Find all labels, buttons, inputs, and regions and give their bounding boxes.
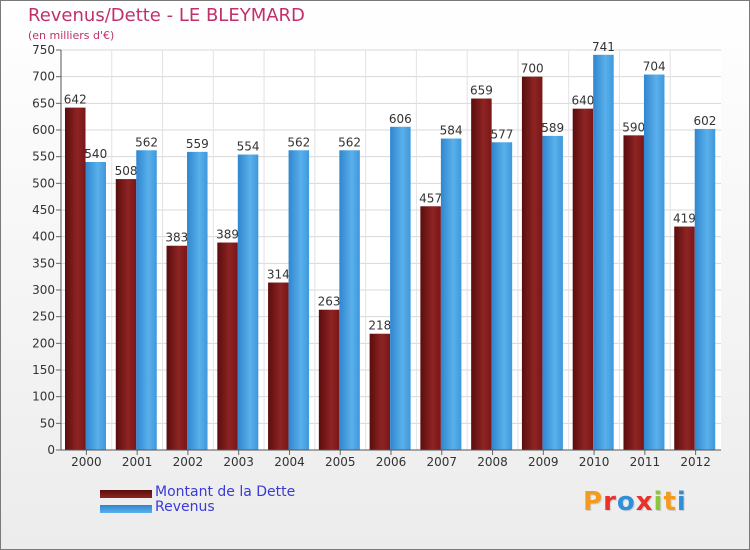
- y-tick-label: 650: [32, 96, 55, 110]
- y-tick-label: 300: [32, 283, 55, 297]
- x-tick-label: 2004: [274, 455, 305, 469]
- legend-label-revenus: Revenus: [155, 499, 215, 515]
- y-tick-label: 750: [32, 43, 55, 57]
- legend-label-dette: Montant de la Dette: [155, 484, 296, 500]
- chart-subtitle: (en milliers d'€): [28, 29, 115, 42]
- bar-dette: [572, 108, 594, 451]
- y-tick-label: 50: [40, 416, 55, 430]
- y-tick-label: 400: [32, 230, 55, 244]
- bar-dette: [471, 98, 492, 451]
- bar-dette: [166, 245, 188, 450]
- data-label-dette: 419: [673, 212, 696, 226]
- y-tick-label: 350: [32, 256, 55, 270]
- y-tick-label: 0: [47, 443, 55, 457]
- legend-swatch-dette: [100, 490, 152, 498]
- data-label-revenus: 562: [338, 135, 361, 149]
- y-tick-label: 600: [32, 123, 55, 137]
- data-label-revenus: 562: [135, 135, 158, 149]
- proxiti-logo: Proxiti: [583, 487, 687, 517]
- bar-revenus: [288, 150, 310, 450]
- y-tick-label: 150: [32, 363, 55, 377]
- data-label-revenus: 577: [490, 127, 513, 141]
- data-label-revenus: 602: [694, 114, 717, 128]
- data-label-revenus: 540: [84, 147, 107, 161]
- x-tick-label: 2003: [223, 455, 254, 469]
- data-label-dette: 457: [419, 191, 442, 205]
- bar-revenus: [339, 150, 360, 450]
- x-tick-label: 2008: [477, 455, 508, 469]
- y-tick-label: 500: [32, 176, 55, 190]
- bar-dette: [521, 76, 543, 451]
- data-label-revenus: 584: [440, 124, 463, 138]
- data-label-revenus: 606: [389, 112, 412, 126]
- data-label-dette: 314: [267, 268, 290, 282]
- bar-revenus: [136, 150, 157, 450]
- bar-revenus: [542, 135, 563, 450]
- logo-letter: P: [583, 487, 604, 517]
- data-label-dette: 218: [368, 319, 391, 333]
- data-label-dette: 640: [571, 94, 594, 108]
- logo-letter: x: [635, 487, 654, 517]
- y-tick-label: 700: [32, 70, 55, 84]
- data-label-dette: 659: [470, 84, 493, 98]
- logo-letter: i: [676, 487, 687, 517]
- data-label-dette: 642: [64, 93, 87, 107]
- bar-dette: [217, 242, 238, 450]
- x-tick-label: 2005: [325, 455, 356, 469]
- data-label-dette: 389: [216, 228, 239, 242]
- y-tick-label: 250: [32, 310, 55, 324]
- bar-dette: [623, 135, 644, 451]
- y-tick-label: 100: [32, 390, 55, 404]
- legend-swatch-revenus: [100, 505, 152, 513]
- bar-dette: [65, 107, 86, 450]
- x-tick-label: 2012: [680, 455, 711, 469]
- x-tick-label: 2001: [122, 455, 153, 469]
- bar-dette: [369, 333, 391, 450]
- bar-revenus: [440, 138, 462, 451]
- bar-revenus: [643, 74, 665, 451]
- logo-letter: o: [616, 487, 636, 517]
- y-tick-label: 550: [32, 150, 55, 164]
- bar-revenus: [694, 128, 716, 450]
- x-tick-label: 2002: [173, 455, 204, 469]
- y-tick-label: 200: [32, 336, 55, 350]
- logo-letter: i: [653, 487, 664, 517]
- data-label-revenus: 554: [237, 140, 260, 154]
- y-tick-label: 450: [32, 203, 55, 217]
- bar-dette: [674, 226, 695, 450]
- chart-title: Revenus/Dette - LE BLEYMARD: [28, 5, 305, 26]
- data-label-revenus: 559: [186, 137, 209, 151]
- bar-dette: [420, 206, 441, 450]
- bar-dette: [115, 179, 137, 451]
- logo-letter: r: [603, 487, 617, 517]
- data-label-dette: 263: [318, 295, 341, 309]
- bar-revenus: [237, 154, 259, 451]
- logo-letter: t: [663, 487, 677, 517]
- x-tick-label: 2000: [71, 455, 102, 469]
- x-tick-label: 2009: [528, 455, 559, 469]
- data-label-dette: 590: [622, 120, 645, 134]
- data-label-dette: 508: [115, 164, 138, 178]
- x-tick-label: 2010: [579, 455, 610, 469]
- bar-dette: [268, 282, 289, 450]
- bar-revenus: [85, 162, 106, 450]
- bar-dette: [318, 309, 340, 450]
- bar-revenus: [491, 142, 513, 450]
- x-tick-label: 2007: [426, 455, 457, 469]
- bar-revenus: [593, 54, 614, 451]
- data-label-revenus: 589: [541, 121, 564, 135]
- data-label-revenus: 704: [643, 60, 666, 74]
- data-label-dette: 383: [165, 231, 188, 245]
- data-label-dette: 700: [521, 62, 544, 76]
- x-tick-label: 2011: [630, 455, 661, 469]
- data-label-revenus: 562: [287, 135, 310, 149]
- x-tick-label: 2006: [376, 455, 407, 469]
- bar-revenus: [187, 151, 208, 450]
- bar-revenus: [390, 126, 411, 451]
- data-label-revenus: 741: [592, 40, 615, 54]
